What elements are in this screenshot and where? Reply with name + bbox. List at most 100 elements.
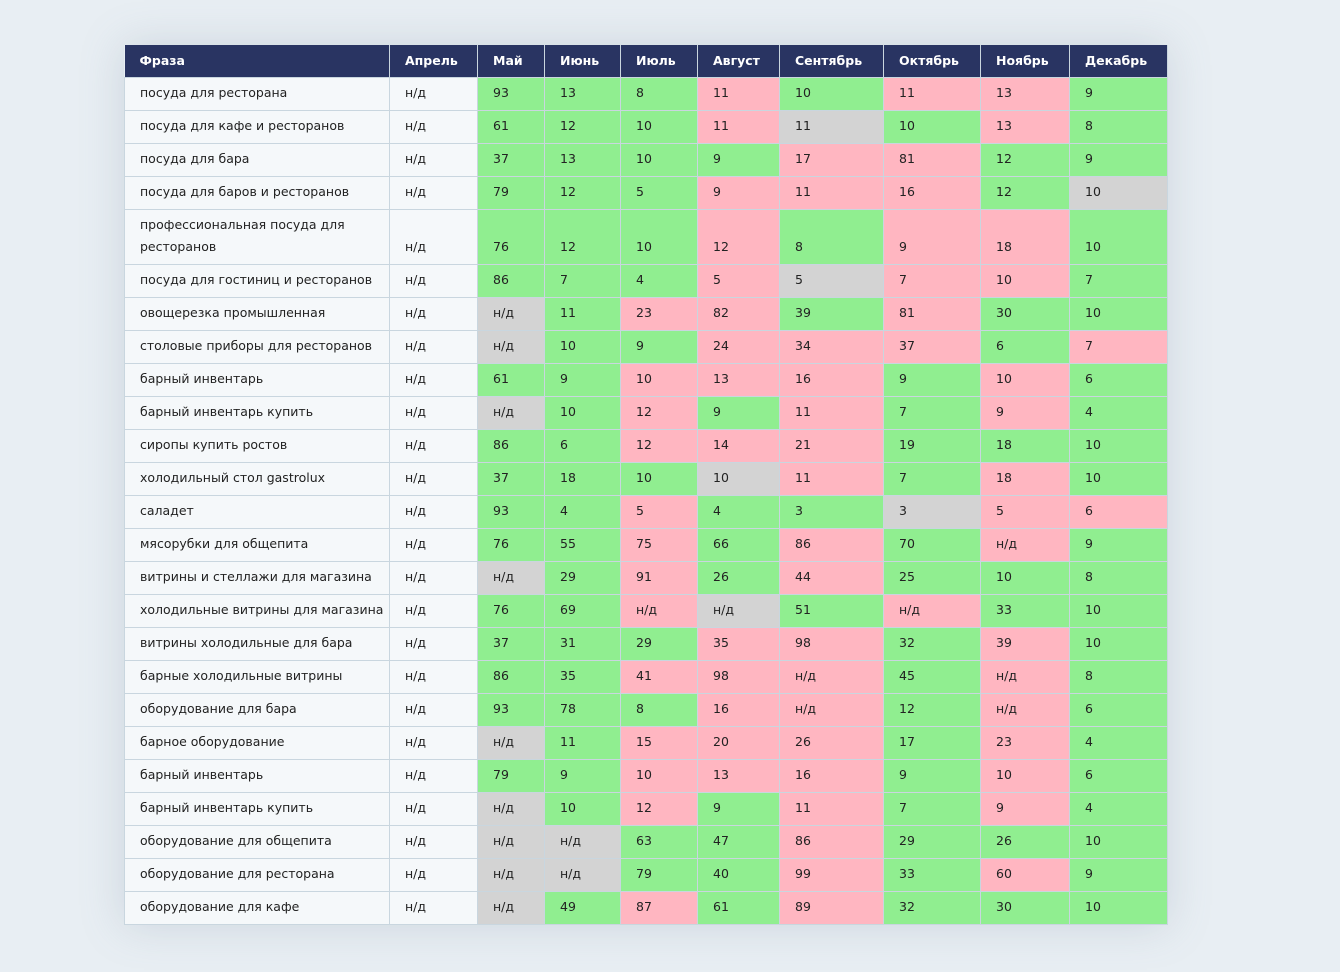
month-value-cell: 10: [1069, 208, 1168, 265]
month-value-cell: 9: [883, 758, 981, 793]
month-value-cell: 8: [620, 692, 698, 727]
month-value-cell: н/д: [544, 824, 621, 859]
column-header[interactable]: Фраза: [124, 45, 390, 77]
phrase-cell: посуда для баров и ресторанов: [124, 175, 390, 210]
month-value-cell: 9: [1069, 142, 1168, 177]
keyword-table-container: Фраза Апрель Май Июнь Июль Август Сентябрь Октя…: [124, 45, 1168, 925]
month-value-cell: 10: [620, 362, 698, 397]
month-value-cell: 49: [544, 890, 621, 925]
month-value-cell: 79: [620, 857, 698, 892]
column-header[interactable]: Май: [477, 45, 545, 77]
month-value-cell: н/д: [980, 659, 1070, 694]
month-value-cell: 8: [1069, 109, 1168, 144]
month-value-cell: 10: [1069, 593, 1168, 628]
april-cell: н/д: [389, 890, 478, 925]
column-header[interactable]: Июль: [620, 45, 698, 77]
month-value-cell: 10: [1069, 296, 1168, 331]
month-value-cell: 9: [697, 142, 780, 177]
month-value-cell: 11: [779, 461, 884, 496]
month-value-cell: 4: [544, 494, 621, 529]
column-header[interactable]: Сентябрь: [779, 45, 884, 77]
month-value-cell: 66: [697, 527, 780, 562]
april-cell: н/д: [389, 494, 478, 529]
month-value-cell: 11: [697, 76, 780, 111]
month-value-cell: 12: [544, 208, 621, 265]
month-value-cell: 15: [620, 725, 698, 760]
month-value-cell: 3: [779, 494, 884, 529]
month-value-cell: 10: [980, 758, 1070, 793]
month-value-cell: н/д: [477, 725, 545, 760]
column-header[interactable]: Октябрь: [883, 45, 981, 77]
table-header-row: Фраза Апрель Май Июнь Июль Август Сентябрь Октя…: [124, 45, 1168, 77]
phrase-cell: оборудование для бара: [124, 692, 390, 727]
month-value-cell: 86: [477, 263, 545, 298]
month-value-cell: 10: [980, 362, 1070, 397]
month-value-cell: н/д: [544, 857, 621, 892]
month-value-cell: 76: [477, 527, 545, 562]
month-value-cell: 47: [697, 824, 780, 859]
month-value-cell: 3: [883, 494, 981, 529]
april-cell: н/д: [389, 263, 478, 298]
phrase-cell: барный инвентарь купить: [124, 395, 390, 430]
month-value-cell: 18: [980, 428, 1070, 463]
table-row: посуда для баров и ресторанов н/д 79 12 5 9 11…: [124, 175, 1168, 210]
month-value-cell: 26: [697, 560, 780, 595]
april-cell: н/д: [389, 142, 478, 177]
table-row: барные холодильные витрины н/д 86 35 41 98 н/д…: [124, 659, 1168, 694]
table-row: барный инвентарь купить н/д н/д 10 12 9 11 7 9 4: [124, 791, 1168, 826]
month-value-cell: 10: [620, 208, 698, 265]
month-value-cell: 10: [980, 560, 1070, 595]
month-value-cell: 20: [697, 725, 780, 760]
month-value-cell: 35: [697, 626, 780, 661]
month-value-cell: 70: [883, 527, 981, 562]
april-cell: н/д: [389, 362, 478, 397]
month-value-cell: 25: [883, 560, 981, 595]
april-cell: н/д: [389, 593, 478, 628]
month-value-cell: 26: [980, 824, 1070, 859]
month-value-cell: 16: [779, 758, 884, 793]
month-value-cell: 81: [883, 296, 981, 331]
month-value-cell: 10: [697, 461, 780, 496]
column-header[interactable]: Апрель: [389, 45, 478, 77]
month-value-cell: 9: [697, 395, 780, 430]
column-header[interactable]: Август: [697, 45, 780, 77]
phrase-cell: оборудование для общепита: [124, 824, 390, 859]
month-value-cell: 79: [477, 175, 545, 210]
month-value-cell: 87: [620, 890, 698, 925]
phrase-cell: саладет: [124, 494, 390, 529]
month-value-cell: 7: [1069, 329, 1168, 364]
month-value-cell: 39: [779, 296, 884, 331]
column-header[interactable]: Ноябрь: [980, 45, 1070, 77]
month-value-cell: 39: [980, 626, 1070, 661]
month-value-cell: 37: [477, 461, 545, 496]
month-value-cell: 7: [883, 791, 981, 826]
month-value-cell: 8: [1069, 560, 1168, 595]
month-value-cell: 6: [1069, 362, 1168, 397]
month-value-cell: н/д: [477, 857, 545, 892]
month-value-cell: 60: [980, 857, 1070, 892]
month-value-cell: 11: [779, 109, 884, 144]
month-value-cell: 32: [883, 626, 981, 661]
month-value-cell: 23: [620, 296, 698, 331]
april-cell: н/д: [389, 824, 478, 859]
phrase-cell: барный инвентарь купить: [124, 791, 390, 826]
month-value-cell: 9: [980, 791, 1070, 826]
phrase-cell: барный инвентарь: [124, 758, 390, 793]
phrase-cell: холодильный стол gastrolux: [124, 461, 390, 496]
month-value-cell: н/д: [883, 593, 981, 628]
phrase-cell: столовые приборы для ресторанов: [124, 329, 390, 364]
month-value-cell: н/д: [620, 593, 698, 628]
month-value-cell: 10: [883, 109, 981, 144]
month-value-cell: 11: [779, 791, 884, 826]
month-value-cell: н/д: [779, 659, 884, 694]
keyword-position-table: Фраза Апрель Май Июнь Июль Август Сентябрь Октя…: [124, 45, 1168, 925]
column-header[interactable]: Декабрь: [1069, 45, 1168, 77]
month-value-cell: 98: [697, 659, 780, 694]
month-value-cell: 86: [477, 428, 545, 463]
month-value-cell: н/д: [477, 890, 545, 925]
month-value-cell: 55: [544, 527, 621, 562]
month-value-cell: 10: [1069, 461, 1168, 496]
month-value-cell: 35: [544, 659, 621, 694]
month-value-cell: 93: [477, 692, 545, 727]
column-header[interactable]: Июнь: [544, 45, 621, 77]
